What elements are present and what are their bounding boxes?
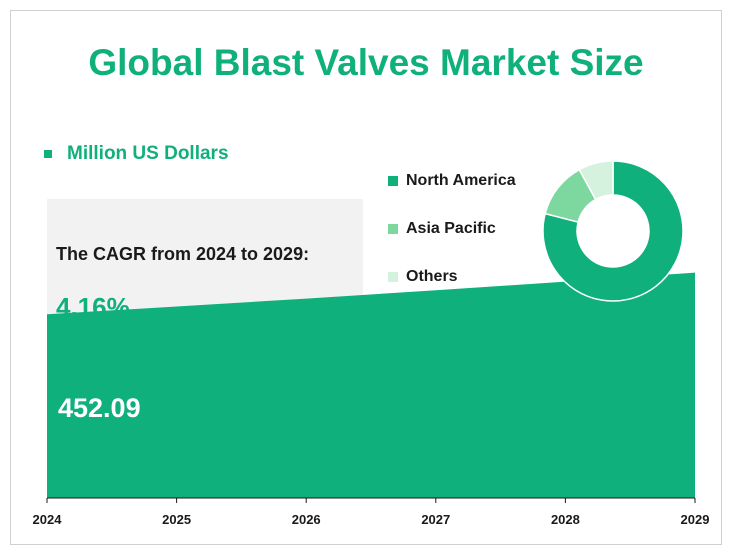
legend-label-north-america: North America	[406, 172, 516, 189]
legend-swatch-asia-pacific	[388, 224, 398, 234]
donut-slice-others	[578, 160, 614, 201]
x-tick-label: 2028	[551, 512, 580, 527]
x-tick-label: 2026	[292, 512, 321, 527]
unit-legend-swatch	[44, 150, 52, 158]
legend-item-north-america: North America	[388, 157, 516, 205]
cagr-label: The CAGR from 2024 to 2029:	[56, 244, 310, 264]
donut-slice-north-america	[542, 160, 684, 302]
donut-chart	[542, 160, 684, 302]
x-tick-label: 2027	[421, 512, 450, 527]
legend-label-asia-pacific: Asia Pacific	[406, 220, 496, 237]
chart-title: Global Blast Valves Market Size	[88, 42, 644, 83]
legend-label-others: Others	[406, 268, 458, 285]
donut-legend: North America Asia Pacific Others	[388, 157, 516, 301]
legend-item-others: Others	[388, 253, 516, 301]
x-tick-label: 2025	[162, 512, 191, 527]
area-series	[47, 272, 695, 498]
unit-legend: Million US Dollars	[44, 143, 229, 165]
legend-item-asia-pacific: Asia Pacific	[388, 205, 516, 253]
first-value-label: 452.09	[58, 393, 141, 423]
x-tick-label: 2029	[681, 512, 710, 527]
legend-swatch-north-america	[388, 176, 398, 186]
legend-swatch-others	[388, 272, 398, 282]
x-tick-label: 2024	[33, 512, 63, 527]
chart-frame	[10, 10, 722, 545]
unit-legend-label: Million US Dollars	[67, 143, 229, 164]
